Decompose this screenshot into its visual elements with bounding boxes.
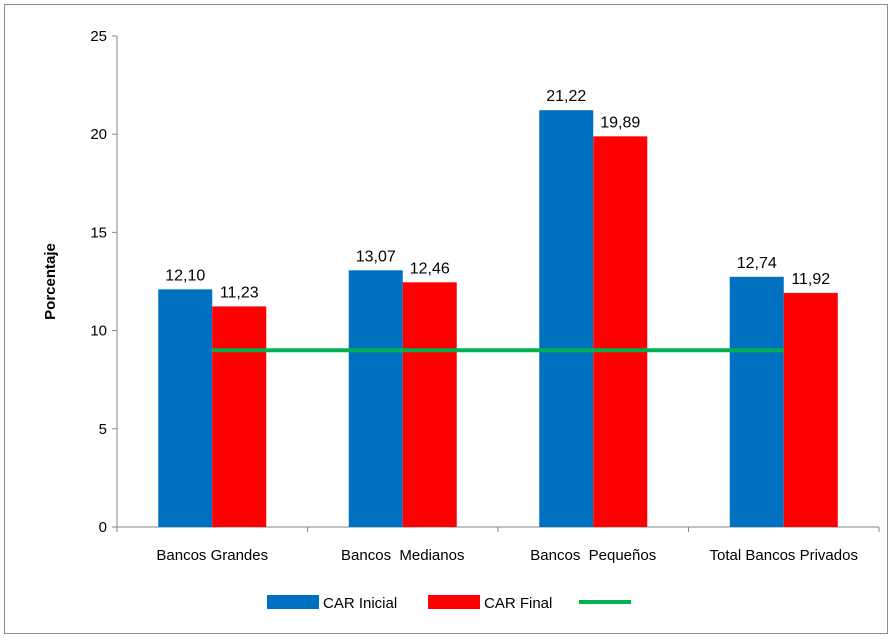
data-labels: 12,10 13,07 21,22 12,74 11,23 12,46 19,89 11,92 xyxy=(165,88,830,301)
data-label: 12,10 xyxy=(165,267,205,284)
y-tick-label: 5 xyxy=(99,421,107,438)
y-tick-label: 15 xyxy=(90,224,107,241)
data-label: 19,89 xyxy=(600,114,640,131)
data-label: 21,22 xyxy=(546,88,586,105)
bar xyxy=(402,282,457,527)
y-tick-label: 10 xyxy=(90,323,107,340)
data-label: 12,74 xyxy=(737,255,777,272)
chart-frame: 0 5 10 15 20 25 Bancos Grandes Bancos Medianos B… xyxy=(4,4,888,634)
x-tick-label: Bancos Grandes xyxy=(156,547,268,564)
legend-label: CAR Final xyxy=(484,595,552,612)
bar-chart: 0 5 10 15 20 25 Bancos Grandes Bancos Medianos B… xyxy=(42,28,880,612)
x-tick-label: Total Bancos Privados xyxy=(710,547,858,564)
data-label: 13,07 xyxy=(356,248,396,265)
legend-label: CAR Inicial xyxy=(323,595,397,612)
y-tick-label: 25 xyxy=(90,28,107,45)
y-tick-label: 20 xyxy=(90,126,107,143)
bar xyxy=(593,136,648,527)
data-label: 11,92 xyxy=(791,271,830,288)
bar xyxy=(539,110,594,527)
y-tick-label: 0 xyxy=(99,519,107,536)
bar xyxy=(729,276,784,527)
legend-swatch xyxy=(267,595,319,609)
legend-swatch xyxy=(428,595,480,609)
data-label: 12,46 xyxy=(410,260,450,277)
x-tick-label: Bancos Pequeños xyxy=(530,547,656,564)
x-tick-label: Bancos Medianos xyxy=(341,547,464,564)
bar xyxy=(158,289,213,527)
legend: CAR Inicial CAR Final xyxy=(267,595,631,612)
bar xyxy=(348,270,403,527)
axes: 0 5 10 15 20 25 Bancos Grandes Bancos Medianos B… xyxy=(42,28,880,564)
bar xyxy=(783,292,838,527)
bar xyxy=(212,306,267,527)
bars xyxy=(158,110,838,527)
data-label: 11,23 xyxy=(220,284,259,301)
y-axis-label: Porcentaje xyxy=(42,243,59,320)
